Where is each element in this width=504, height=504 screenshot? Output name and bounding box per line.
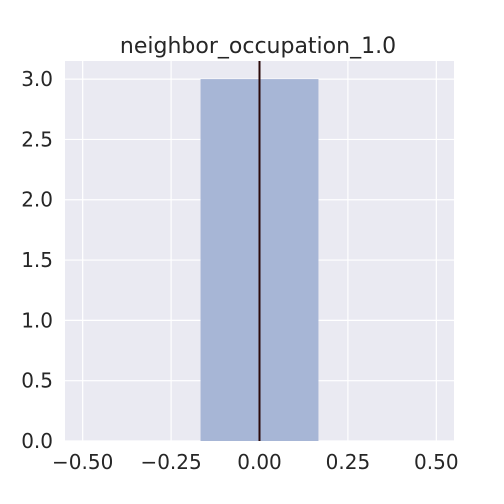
y-tick-label: 0.5 [21,369,53,393]
x-tick-label: −0.25 [140,450,201,474]
y-tick-label: 1.0 [21,308,53,332]
x-tick-label: 0.50 [414,450,459,474]
y-axis-ticks: 0.0 0.5 1.0 1.5 2.0 2.5 3.0 [21,67,53,453]
y-tick-label: 2.0 [21,188,53,212]
x-axis-ticks: −0.50 −0.25 0.00 0.25 0.50 [52,450,459,474]
x-tick-label: −0.50 [52,450,113,474]
x-tick-label: 0.25 [326,450,371,474]
y-tick-label: 2.5 [21,127,53,151]
y-tick-label: 0.0 [21,429,53,453]
y-tick-label: 1.5 [21,248,53,272]
x-tick-label: 0.00 [237,450,282,474]
chart-title: neighbor_occupation_1.0 [120,34,396,59]
y-tick-label: 3.0 [21,67,53,91]
